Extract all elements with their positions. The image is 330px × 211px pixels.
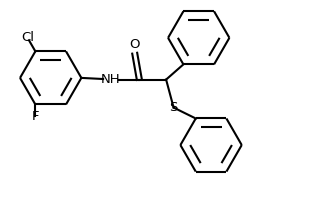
Text: F: F	[32, 110, 39, 123]
Text: S: S	[169, 101, 178, 114]
Text: NH: NH	[101, 73, 120, 86]
Text: Cl: Cl	[21, 31, 34, 44]
Text: O: O	[129, 38, 140, 51]
